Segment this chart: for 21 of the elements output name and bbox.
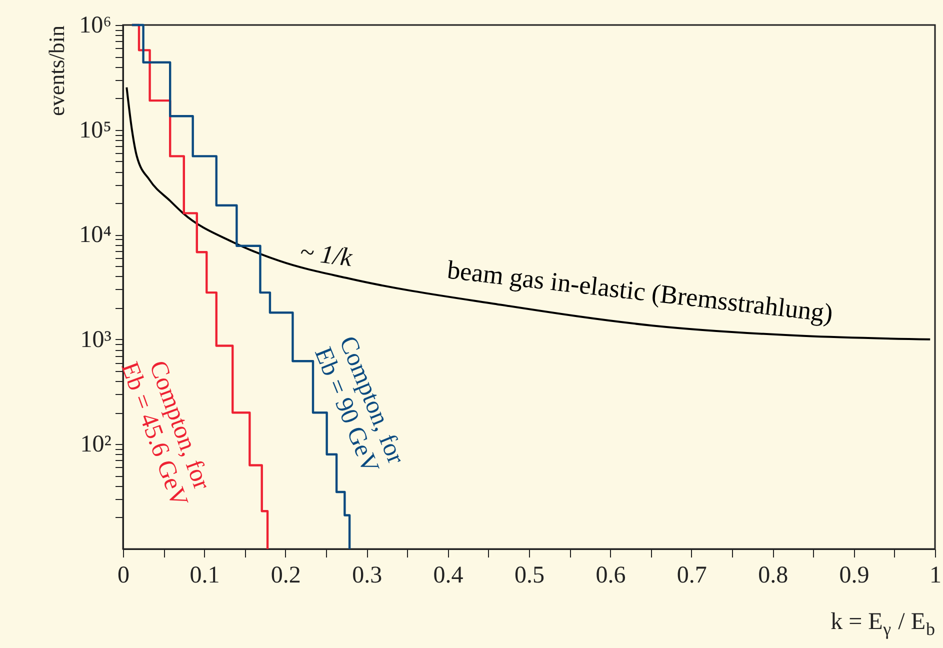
text: beam gas in-elastic (Bremsstrahlung) xyxy=(446,255,834,328)
y-tick-label: 10² xyxy=(80,432,112,458)
x-tick-label: 0.9 xyxy=(839,562,870,588)
x-tick-label: 0.3 xyxy=(352,562,382,588)
x-tick-label: 0.8 xyxy=(758,562,788,588)
y-tick-label: 10⁵ xyxy=(79,117,112,144)
x-tick-label: 0.5 xyxy=(514,562,544,588)
y-tick-label: 10⁶ xyxy=(79,12,112,38)
text: Compton, for Eb = 45.6 GeV xyxy=(116,357,216,510)
x-tick-label: 0.2 xyxy=(270,562,301,588)
x-tick-label: 0.4 xyxy=(433,562,464,588)
x-tick-label: 0.6 xyxy=(596,562,626,588)
y-tick-label: 10³ xyxy=(80,326,112,353)
y-axis-title: events/bin xyxy=(44,26,70,116)
x-tick-label: 0 xyxy=(118,562,130,588)
y-tick-label: 10⁴ xyxy=(79,222,112,248)
x-tick-label: 1 xyxy=(930,562,942,588)
x-tick-label: 0.1 xyxy=(190,562,220,588)
text: Compton, for Eb = 90 GeV xyxy=(309,332,410,477)
x-tick-label: 0.7 xyxy=(676,562,707,588)
annotation: ~ 1/k xyxy=(298,236,354,272)
